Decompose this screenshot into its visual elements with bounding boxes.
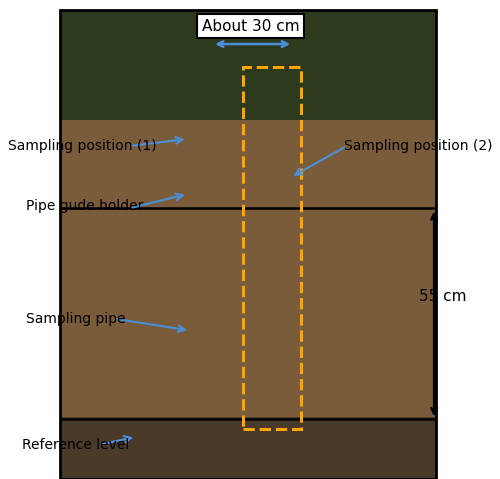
Bar [60, 10, 436, 479]
Bar [242, 67, 301, 429]
Text: Reference level: Reference level [22, 437, 129, 452]
Text: Sampling position (2): Sampling position (2) [344, 139, 492, 153]
Text: Sampling position (1): Sampling position (1) [8, 139, 156, 153]
Text: 55 cm: 55 cm [420, 289, 467, 305]
Text: Sampling pipe: Sampling pipe [26, 311, 126, 326]
Text: About 30 cm: About 30 cm [202, 19, 299, 34]
Bar [60, 10, 436, 120]
Bar [60, 120, 436, 431]
Text: Pipe gude holder: Pipe gude holder [26, 199, 143, 213]
Bar [60, 417, 436, 479]
